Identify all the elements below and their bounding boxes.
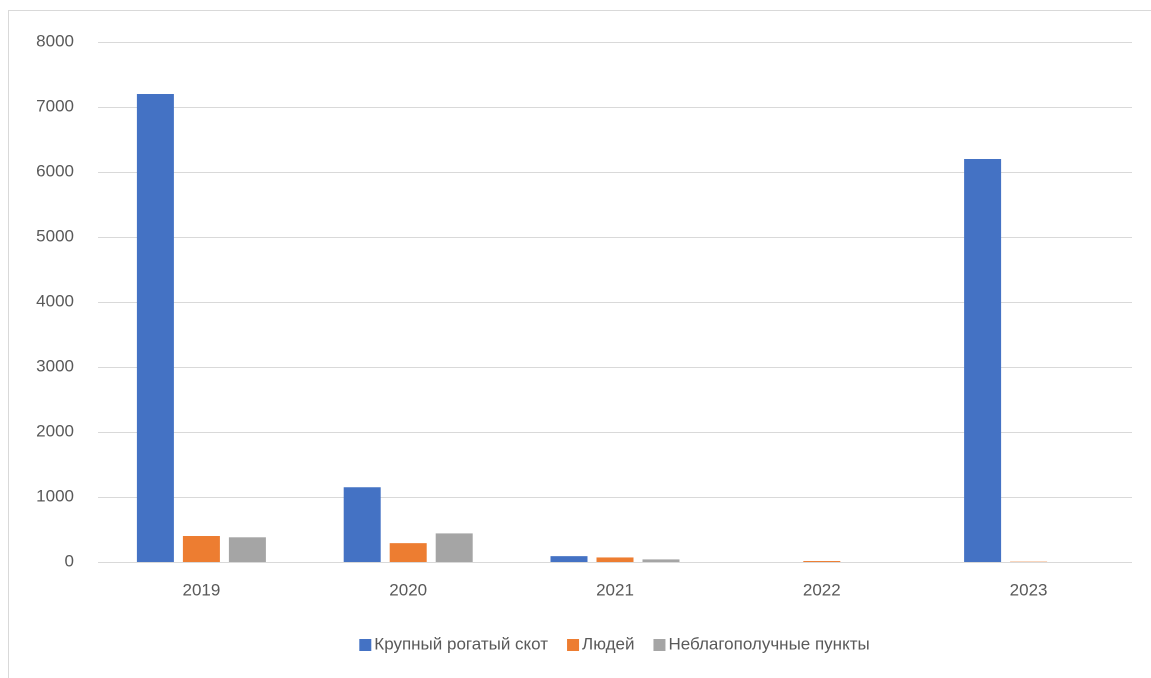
y-tick-label: 5000	[36, 226, 74, 245]
y-tick-label: 2000	[36, 421, 74, 440]
bar	[964, 159, 1002, 562]
legend-label: Людей	[582, 634, 634, 653]
legend-swatch	[567, 639, 580, 651]
bar	[389, 543, 427, 562]
y-tick-label: 6000	[36, 161, 74, 180]
bar	[182, 536, 220, 562]
y-tick-label: 0	[65, 551, 74, 570]
legend-label: Неблагополучные пункты	[668, 634, 869, 653]
bar	[228, 537, 266, 562]
legend-swatch	[359, 639, 372, 651]
x-tick-label: 2019	[182, 580, 220, 599]
x-tick-label: 2022	[803, 580, 841, 599]
y-tick-label: 8000	[36, 31, 74, 50]
legend-label: Крупный рогатый скот	[374, 634, 548, 653]
bar	[642, 559, 680, 562]
bar	[136, 94, 174, 562]
y-tick-label: 7000	[36, 96, 74, 115]
y-tick-label: 1000	[36, 486, 74, 505]
chart-frame	[8, 10, 1151, 678]
legend-swatch	[653, 639, 666, 651]
bar	[596, 557, 634, 562]
bar	[435, 533, 473, 562]
x-tick-label: 2023	[1010, 580, 1048, 599]
x-tick-label: 2020	[389, 580, 427, 599]
y-tick-label: 4000	[36, 291, 74, 310]
y-tick-label: 3000	[36, 356, 74, 375]
bar	[803, 561, 841, 562]
bar	[343, 487, 381, 562]
bar	[550, 556, 588, 562]
x-tick-label: 2021	[596, 580, 634, 599]
